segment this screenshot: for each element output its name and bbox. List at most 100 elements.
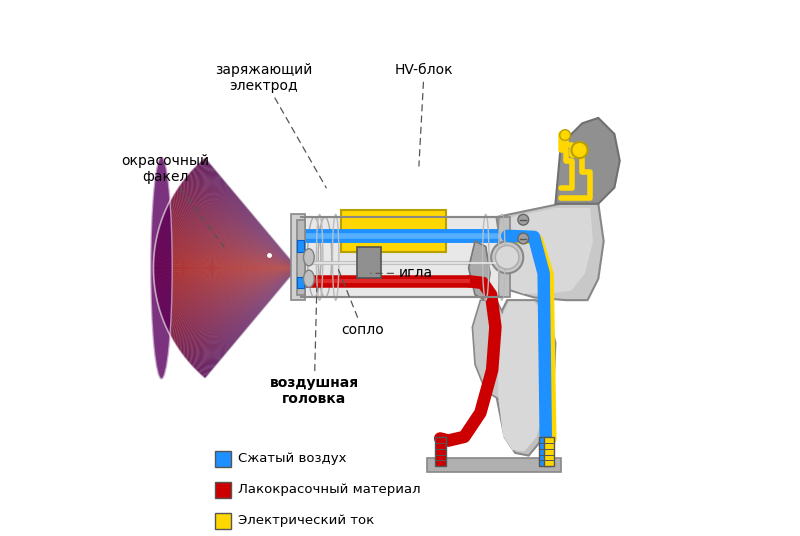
Polygon shape <box>194 166 298 268</box>
Polygon shape <box>155 247 298 268</box>
Polygon shape <box>184 179 298 268</box>
Polygon shape <box>199 268 298 375</box>
Polygon shape <box>178 188 298 268</box>
Polygon shape <box>154 252 298 268</box>
Polygon shape <box>177 189 298 268</box>
Polygon shape <box>154 260 298 268</box>
Polygon shape <box>154 268 298 281</box>
Polygon shape <box>190 268 298 364</box>
Polygon shape <box>164 213 298 268</box>
Polygon shape <box>170 198 298 268</box>
Polygon shape <box>297 240 303 252</box>
Polygon shape <box>159 268 298 309</box>
Polygon shape <box>167 206 298 268</box>
Polygon shape <box>184 178 298 268</box>
Polygon shape <box>174 268 298 342</box>
Polygon shape <box>162 268 298 316</box>
Polygon shape <box>170 268 298 336</box>
Polygon shape <box>163 268 298 322</box>
Polygon shape <box>180 184 298 268</box>
Polygon shape <box>180 268 298 352</box>
Polygon shape <box>155 246 298 268</box>
Polygon shape <box>204 268 298 378</box>
Polygon shape <box>154 255 298 268</box>
Polygon shape <box>297 220 305 295</box>
Polygon shape <box>163 268 298 321</box>
Polygon shape <box>192 268 298 367</box>
Polygon shape <box>357 247 382 278</box>
Circle shape <box>571 142 587 158</box>
Polygon shape <box>427 458 561 472</box>
Polygon shape <box>154 264 298 268</box>
Polygon shape <box>181 268 298 353</box>
Circle shape <box>560 130 570 140</box>
Polygon shape <box>435 437 446 466</box>
Polygon shape <box>188 174 298 268</box>
Polygon shape <box>154 258 298 268</box>
Text: игла: игла <box>370 266 433 280</box>
Polygon shape <box>185 177 298 268</box>
Polygon shape <box>176 268 298 346</box>
Polygon shape <box>165 268 298 324</box>
Text: сопло: сопло <box>337 265 384 337</box>
Polygon shape <box>155 268 298 293</box>
Text: Лакокрасочный материал: Лакокрасочный материал <box>238 483 420 496</box>
Polygon shape <box>202 159 298 268</box>
Ellipse shape <box>303 249 314 266</box>
Polygon shape <box>160 225 298 268</box>
Polygon shape <box>291 214 305 300</box>
Polygon shape <box>161 221 298 268</box>
Polygon shape <box>168 204 298 268</box>
Polygon shape <box>173 268 298 340</box>
Polygon shape <box>170 268 298 338</box>
Polygon shape <box>154 268 298 279</box>
Polygon shape <box>154 268 298 275</box>
Polygon shape <box>158 234 298 268</box>
Polygon shape <box>178 268 298 349</box>
Polygon shape <box>190 268 298 366</box>
Polygon shape <box>178 185 298 268</box>
Polygon shape <box>164 268 298 324</box>
Polygon shape <box>155 268 298 292</box>
Polygon shape <box>171 198 298 268</box>
Polygon shape <box>154 268 298 277</box>
Polygon shape <box>202 268 298 377</box>
Polygon shape <box>166 268 298 329</box>
Polygon shape <box>188 268 298 363</box>
Polygon shape <box>188 268 298 362</box>
Polygon shape <box>194 268 298 369</box>
Polygon shape <box>164 214 298 268</box>
Polygon shape <box>194 167 298 268</box>
Polygon shape <box>166 209 298 268</box>
Polygon shape <box>204 158 298 268</box>
Polygon shape <box>188 173 298 268</box>
Polygon shape <box>158 268 298 304</box>
Polygon shape <box>201 268 298 376</box>
Polygon shape <box>157 268 298 298</box>
Polygon shape <box>201 160 298 268</box>
Polygon shape <box>178 268 298 349</box>
Polygon shape <box>158 230 298 268</box>
Polygon shape <box>182 268 298 355</box>
Polygon shape <box>167 205 298 268</box>
Polygon shape <box>154 268 298 278</box>
Polygon shape <box>156 268 298 294</box>
Polygon shape <box>169 268 298 334</box>
Polygon shape <box>158 268 298 306</box>
Circle shape <box>495 245 519 269</box>
Polygon shape <box>170 202 298 268</box>
Polygon shape <box>182 181 298 268</box>
Polygon shape <box>157 268 298 301</box>
Polygon shape <box>194 268 298 369</box>
Polygon shape <box>163 214 298 268</box>
Polygon shape <box>190 172 298 268</box>
Polygon shape <box>154 268 298 285</box>
Polygon shape <box>154 261 298 268</box>
Polygon shape <box>200 268 298 375</box>
Polygon shape <box>185 268 298 359</box>
Polygon shape <box>197 165 298 268</box>
Polygon shape <box>178 268 298 351</box>
Polygon shape <box>177 268 298 347</box>
Polygon shape <box>187 268 298 362</box>
Polygon shape <box>158 229 298 268</box>
